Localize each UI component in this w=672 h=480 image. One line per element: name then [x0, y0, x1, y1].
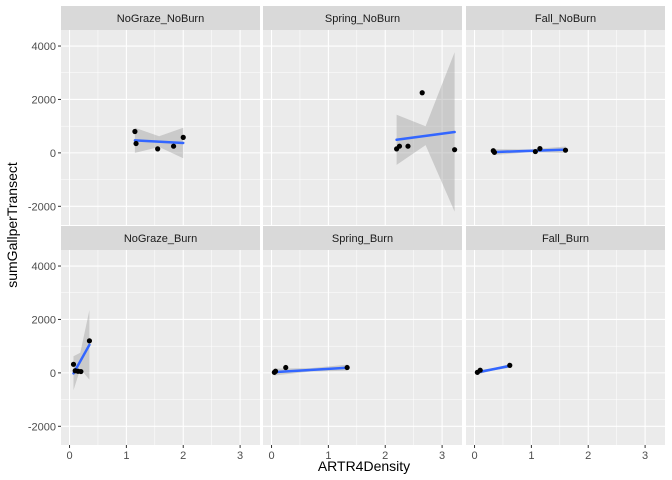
panel-background	[466, 250, 665, 445]
data-point	[452, 147, 458, 153]
regression-line	[133, 139, 185, 145]
facet-strip-label: Fall_NoBurn	[535, 13, 596, 25]
regression-line	[395, 130, 456, 142]
panel-background	[466, 30, 665, 225]
y-tick-label: 0	[50, 368, 56, 380]
regression-line	[476, 364, 512, 374]
regression-line	[492, 148, 567, 154]
x-tick-label: 1	[528, 450, 534, 462]
data-point	[405, 143, 411, 149]
data-point	[344, 364, 350, 371]
x-tick-label: 2	[382, 450, 388, 462]
data-point	[419, 90, 425, 96]
regression-line	[273, 366, 349, 374]
data-point	[396, 143, 403, 149]
x-tick-label: 2	[585, 450, 591, 462]
facet-strip	[263, 226, 462, 250]
data-point	[180, 134, 186, 140]
facet-strip-label: NoGraze_NoBurn	[117, 13, 204, 25]
panel-background	[263, 250, 462, 445]
facet-strip-label: Spring_NoBurn	[325, 13, 400, 25]
x-axis-title: ARTR4Density	[318, 458, 410, 474]
facet-panel: Spring_NoBurn	[263, 6, 462, 225]
x-tick-label: 1	[325, 450, 331, 462]
y-tick-label: 4000	[32, 41, 56, 53]
y-tick-label: 2000	[32, 314, 56, 326]
panels-layer: NoGraze_NoBurn Spring_NoBurn Fall_NoBurn No…	[61, 6, 665, 445]
y-tick-label: 4000	[32, 261, 56, 273]
confidence-band	[134, 127, 184, 159]
facet-strip-label: Spring_Burn	[332, 233, 393, 245]
data-point	[70, 361, 77, 367]
facet-strip	[61, 6, 260, 30]
x-tick-label: 0	[268, 450, 274, 462]
data-point	[133, 140, 139, 147]
x-tick-label: 1	[123, 450, 129, 462]
panel-background	[61, 250, 260, 445]
data-point	[491, 149, 498, 155]
data-point	[170, 143, 177, 149]
data-point	[562, 147, 569, 153]
y-tick-label: -2000	[28, 201, 56, 213]
data-point	[283, 364, 289, 371]
data-point	[78, 368, 84, 375]
data-point	[132, 128, 138, 135]
x-tick-label: 0	[471, 450, 477, 462]
axes-layer: -2000 0 2000 4000 0 1 2 3 -2000 0 2000 4000 0 1 2 3 0 1 2 3	[28, 41, 648, 462]
x-tick-label: 3	[237, 450, 243, 462]
data-point	[477, 367, 483, 373]
data-point	[155, 146, 161, 152]
facet-panel: NoGraze_Burn	[61, 226, 260, 445]
y-tick-label: 0	[50, 148, 56, 160]
data-point	[537, 146, 543, 152]
facet-strip	[466, 226, 665, 250]
facet-strip-label: Fall_Burn	[542, 233, 589, 245]
confidence-band	[396, 52, 455, 212]
data-point	[507, 362, 513, 368]
y-tick-label: -2000	[28, 421, 56, 433]
y-axis-title: sumGallperTransect	[4, 162, 20, 288]
data-point	[272, 368, 279, 374]
panel-background	[263, 30, 462, 225]
facet-strip	[466, 6, 665, 30]
x-tick-label: 0	[66, 450, 72, 462]
facet-strip-label: NoGraze_Burn	[124, 233, 197, 245]
x-tick-label: 3	[642, 450, 648, 462]
facet-panel: Spring_Burn	[263, 226, 462, 445]
data-point	[532, 148, 538, 155]
x-tick-label: 2	[180, 450, 186, 462]
facet-panel: Fall_NoBurn	[466, 6, 665, 225]
x-tick-label: 3	[439, 450, 445, 462]
facet-strip	[61, 226, 260, 250]
facet-panel: NoGraze_NoBurn	[61, 6, 260, 225]
facet-panel: Fall_Burn	[466, 226, 665, 445]
data-point	[86, 338, 93, 344]
panel-background	[61, 30, 260, 225]
y-tick-label: 2000	[32, 94, 56, 106]
facet-strip	[263, 6, 462, 30]
